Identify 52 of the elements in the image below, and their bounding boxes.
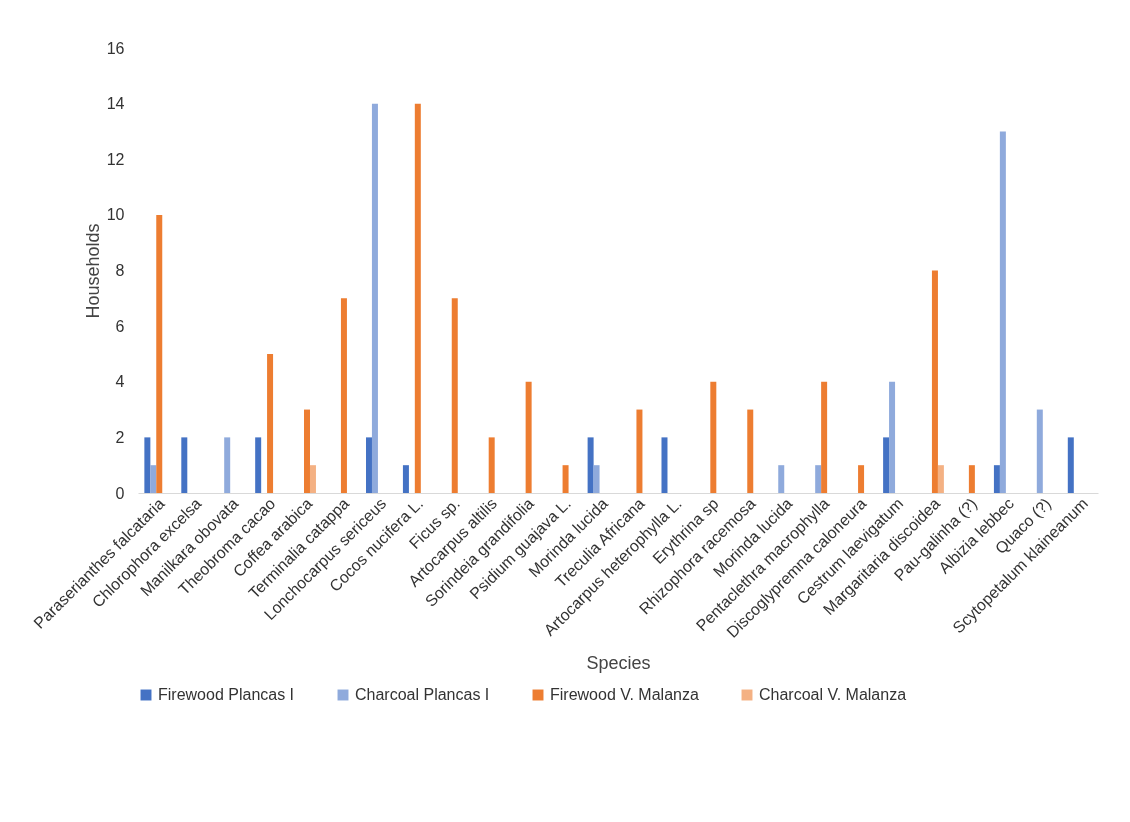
y-tick-label: 2 — [115, 428, 125, 446]
bar — [309, 465, 316, 493]
bar — [525, 381, 532, 493]
y-tick-label: 12 — [106, 150, 125, 168]
bar — [562, 465, 569, 493]
legend-label: Firewood Plancas I — [158, 686, 295, 703]
bar — [224, 437, 231, 493]
bar — [150, 465, 157, 493]
y-tick-label: 0 — [115, 484, 125, 502]
bar — [144, 437, 151, 493]
y-tick-label: 14 — [106, 95, 125, 113]
x-axis-title: Species — [586, 652, 651, 673]
bar — [883, 437, 890, 493]
bar — [340, 298, 347, 493]
y-tick-label: 16 — [106, 39, 125, 57]
bar — [937, 465, 944, 493]
bar — [931, 270, 938, 493]
bar — [587, 437, 594, 493]
bar — [968, 465, 975, 493]
legend-label: Firewood V. Malanza — [550, 686, 699, 703]
bar — [858, 465, 865, 493]
bar — [821, 381, 828, 493]
bar — [414, 103, 421, 493]
bar — [993, 465, 1000, 493]
bar — [889, 381, 896, 493]
legend-label: Charcoal Plancas I — [355, 686, 490, 703]
legend-label: Charcoal V. Malanza — [759, 686, 907, 703]
bar — [451, 298, 458, 493]
bar — [1036, 409, 1043, 493]
bar — [815, 465, 822, 493]
bar — [156, 214, 163, 493]
bar — [593, 465, 600, 493]
bar — [255, 437, 262, 493]
y-tick-label: 10 — [106, 206, 125, 224]
y-tick-label: 4 — [115, 373, 125, 391]
bar — [181, 437, 188, 493]
bar — [267, 353, 274, 493]
bar — [710, 381, 717, 493]
bar — [365, 437, 372, 493]
bar — [371, 103, 378, 493]
y-tick-label: 6 — [115, 317, 125, 335]
bar — [747, 409, 754, 493]
bar — [661, 437, 668, 493]
bar — [402, 465, 409, 493]
bar — [304, 409, 311, 493]
bar — [778, 465, 785, 493]
bar — [1067, 437, 1074, 493]
bar — [488, 437, 495, 493]
bar — [999, 131, 1006, 493]
bar — [636, 409, 643, 493]
y-axis-title: Households — [82, 223, 103, 319]
y-tick-label: 8 — [115, 262, 125, 279]
